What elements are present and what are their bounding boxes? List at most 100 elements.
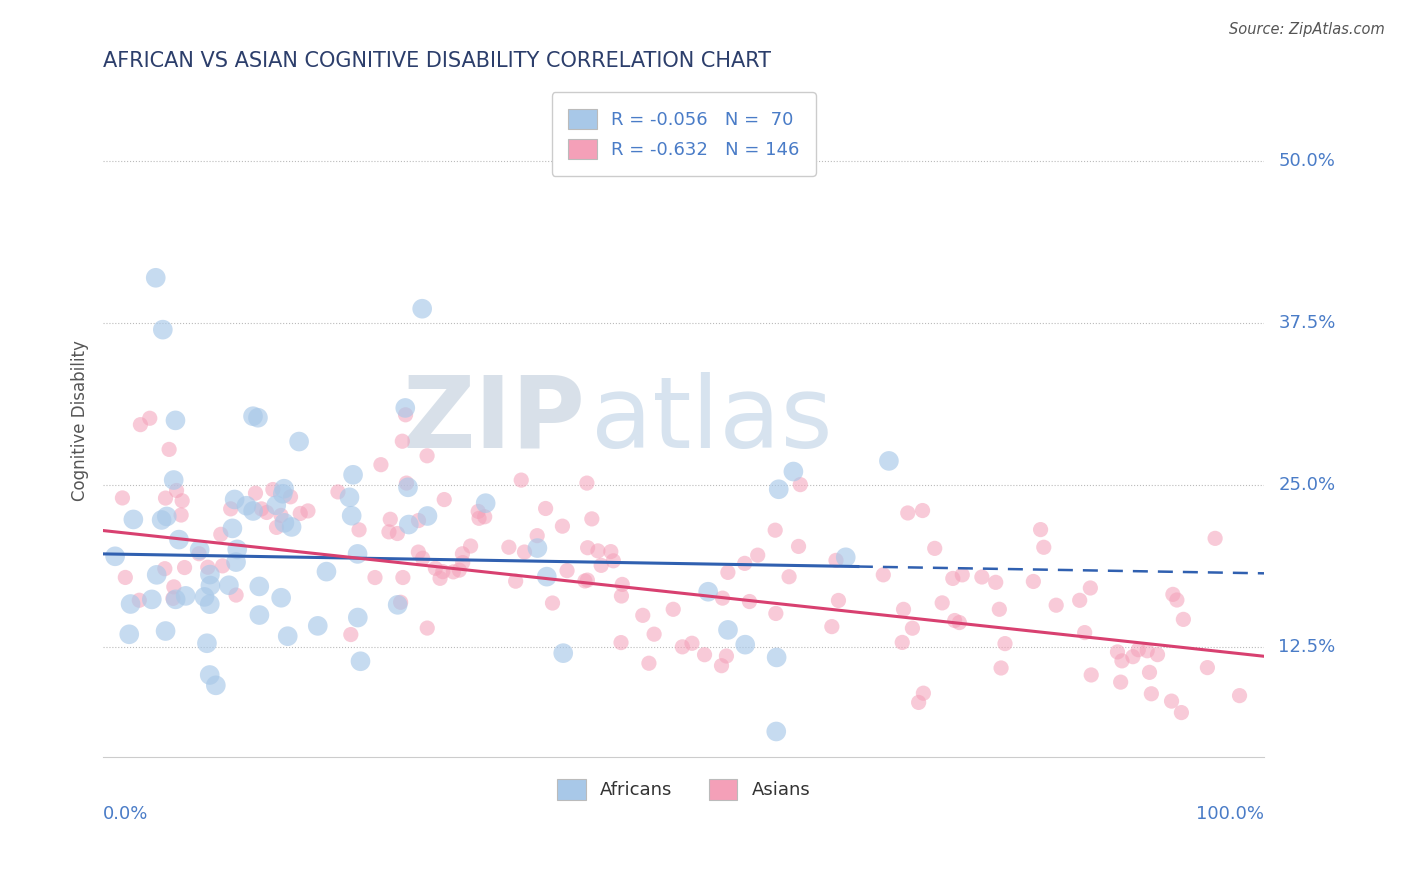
Point xyxy=(153,562,176,576)
Point xyxy=(768,483,790,497)
Point xyxy=(825,553,848,567)
Point xyxy=(631,608,654,623)
Point xyxy=(1160,694,1182,708)
Point xyxy=(247,579,270,593)
Point xyxy=(581,512,603,526)
Point xyxy=(1122,649,1144,664)
Text: 0.0%: 0.0% xyxy=(103,805,149,822)
Point xyxy=(576,573,599,587)
Point xyxy=(395,476,418,491)
Point xyxy=(277,629,299,643)
Text: Source: ZipAtlas.com: Source: ZipAtlas.com xyxy=(1229,22,1385,37)
Point xyxy=(416,621,439,635)
Point xyxy=(610,635,633,649)
Point xyxy=(1107,645,1129,659)
Point xyxy=(209,527,232,541)
Point xyxy=(534,501,557,516)
Point xyxy=(262,483,284,497)
Point xyxy=(576,541,599,555)
Point xyxy=(942,571,965,585)
Point xyxy=(270,508,292,523)
Point xyxy=(221,521,243,535)
Point xyxy=(893,602,915,616)
Point xyxy=(162,591,184,606)
Point xyxy=(271,487,294,501)
Point xyxy=(1173,612,1195,626)
Point xyxy=(380,512,402,526)
Point xyxy=(166,483,188,498)
Point xyxy=(1136,644,1159,658)
Point xyxy=(891,635,914,649)
Point xyxy=(1111,654,1133,668)
Point xyxy=(242,409,264,424)
Point xyxy=(163,580,186,594)
Point xyxy=(411,301,433,316)
Point xyxy=(1197,660,1219,674)
Legend: Africans, Asians: Africans, Asians xyxy=(540,763,827,816)
Point xyxy=(943,614,966,628)
Point xyxy=(315,565,337,579)
Point xyxy=(1080,581,1102,595)
Y-axis label: Cognitive Disability: Cognitive Disability xyxy=(72,340,89,500)
Point xyxy=(342,467,364,482)
Point xyxy=(787,540,810,554)
Point xyxy=(250,501,273,516)
Point xyxy=(924,541,946,556)
Point xyxy=(245,486,267,500)
Point xyxy=(389,595,412,609)
Text: 12.5%: 12.5% xyxy=(1278,638,1336,657)
Point xyxy=(912,686,935,700)
Point xyxy=(429,571,451,585)
Point xyxy=(165,592,187,607)
Point xyxy=(950,567,973,582)
Point xyxy=(266,520,288,534)
Point xyxy=(193,590,215,604)
Point xyxy=(173,560,195,574)
Point xyxy=(145,567,167,582)
Point xyxy=(1204,532,1226,546)
Point xyxy=(717,566,740,580)
Point xyxy=(165,413,187,427)
Point xyxy=(387,526,409,541)
Point xyxy=(970,570,993,584)
Point xyxy=(901,621,924,635)
Point xyxy=(408,545,430,559)
Point xyxy=(264,498,287,512)
Point xyxy=(765,650,787,665)
Point xyxy=(167,533,190,547)
Point xyxy=(1073,625,1095,640)
Point xyxy=(273,516,295,530)
Text: AFRICAN VS ASIAN COGNITIVE DISABILITY CORRELATION CHART: AFRICAN VS ASIAN COGNITIVE DISABILITY CO… xyxy=(103,51,770,70)
Point xyxy=(474,509,496,524)
Point xyxy=(256,505,278,519)
Point xyxy=(671,640,693,654)
Point xyxy=(197,560,219,574)
Point xyxy=(280,490,302,504)
Point xyxy=(553,646,575,660)
Point xyxy=(638,657,661,671)
Point xyxy=(711,591,734,606)
Point xyxy=(139,411,162,425)
Point xyxy=(948,615,970,630)
Point xyxy=(104,549,127,564)
Point xyxy=(249,608,271,623)
Point xyxy=(412,551,434,566)
Point xyxy=(734,638,756,652)
Point xyxy=(907,695,929,709)
Point xyxy=(1229,689,1251,703)
Point xyxy=(198,567,221,582)
Point xyxy=(346,610,368,624)
Text: atlas: atlas xyxy=(591,372,832,469)
Point xyxy=(765,607,787,621)
Point xyxy=(114,570,136,584)
Point xyxy=(396,480,419,494)
Point xyxy=(172,493,194,508)
Point xyxy=(994,637,1017,651)
Point xyxy=(988,602,1011,616)
Point xyxy=(152,323,174,337)
Point xyxy=(392,570,415,584)
Point xyxy=(872,567,894,582)
Point xyxy=(307,619,329,633)
Point xyxy=(391,434,413,449)
Point xyxy=(716,648,738,663)
